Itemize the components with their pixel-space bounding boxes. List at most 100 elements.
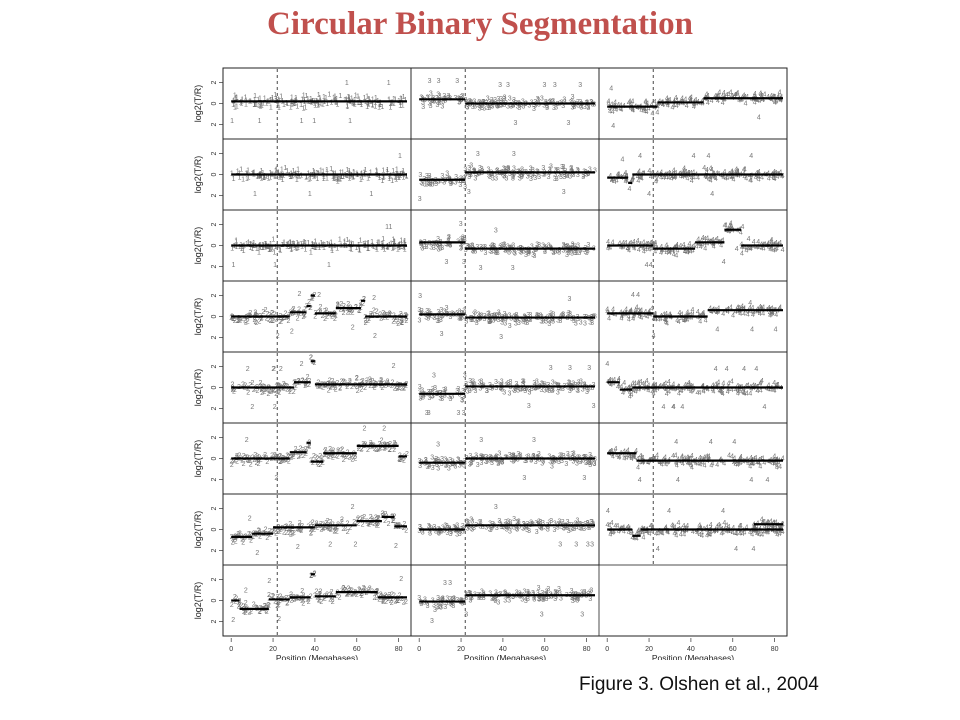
data-point: 3	[436, 309, 440, 316]
data-point: 2	[302, 314, 306, 321]
data-point: 1	[300, 97, 304, 104]
data-point: 4	[684, 316, 688, 323]
y-axis-label: log2(T/R)	[193, 582, 203, 620]
data-point: 3	[516, 451, 520, 458]
data-point: 4	[618, 241, 622, 248]
data-point: 3	[511, 242, 515, 249]
data-point: 4	[689, 249, 693, 256]
data-point: 2	[311, 295, 315, 302]
data-point: 1	[363, 167, 367, 174]
data-point: 3	[488, 174, 492, 181]
data-point: 1	[353, 101, 357, 108]
data-point: 2	[336, 303, 340, 310]
data-point: 2	[232, 316, 236, 323]
data-point: 2	[323, 316, 327, 323]
data-point: 3	[573, 250, 577, 257]
data-point: 3	[543, 82, 547, 89]
data-point: 4	[720, 531, 724, 538]
data-point: 1	[233, 105, 237, 112]
data-point: 1	[391, 237, 395, 244]
data-point: 4	[688, 98, 692, 105]
data-point: 4	[701, 235, 705, 242]
data-point: 1	[296, 245, 300, 252]
data-point: 3	[441, 178, 445, 185]
data-point: 1	[325, 169, 329, 176]
data-point: 3	[464, 97, 468, 104]
data-point: 4	[610, 177, 614, 184]
data-point: 4	[652, 333, 656, 340]
data-point: 4	[710, 240, 714, 247]
data-point: 1	[295, 103, 299, 110]
data-point: 4	[713, 174, 717, 181]
data-point: 4	[703, 173, 707, 180]
data-point: 2	[231, 386, 235, 393]
data-point: 2	[292, 380, 296, 387]
data-point: 3	[453, 525, 457, 532]
data-point: 1	[296, 166, 300, 173]
data-point: 1	[393, 239, 397, 246]
data-point: 2	[351, 309, 355, 316]
data-point: 4	[665, 321, 669, 328]
data-point: 3	[494, 315, 498, 322]
data-point: 1	[357, 247, 361, 254]
data-point: 4	[774, 312, 778, 319]
data-point: 1	[293, 101, 297, 108]
data-point: 2	[341, 307, 345, 314]
data-point: 1	[275, 103, 279, 110]
data-point: 3	[459, 313, 463, 320]
data-point: 1	[382, 173, 386, 180]
data-point: 1	[397, 245, 401, 252]
data-point: 2	[328, 378, 332, 385]
data-point: 3	[429, 244, 433, 251]
data-point: 4	[671, 246, 675, 253]
data-point: 1	[371, 96, 375, 103]
data-point: 1	[263, 95, 267, 102]
data-point: 1	[291, 240, 295, 247]
x-tick-label: 80	[395, 646, 403, 653]
data-point: 1	[290, 94, 294, 101]
data-point: 4	[685, 103, 689, 110]
data-point: 1	[335, 102, 339, 109]
data-point: 3	[448, 179, 452, 186]
data-point: 1	[274, 96, 278, 103]
data-point: 1	[231, 102, 235, 109]
data-point: 3	[593, 461, 597, 468]
data-point: 3	[519, 250, 523, 257]
data-point: 3	[557, 250, 561, 257]
data-point: 1	[266, 244, 270, 251]
data-point: 4	[659, 174, 663, 181]
data-point: 4	[676, 101, 680, 108]
data-point: 3	[539, 313, 543, 320]
data-point: 1	[369, 191, 373, 198]
data-point: 3	[558, 316, 562, 323]
data-point: 2	[232, 315, 236, 322]
data-point: 3	[527, 246, 531, 253]
y-tick-label: 2	[211, 619, 218, 623]
data-point: 4	[632, 239, 636, 246]
data-point: 4	[638, 312, 642, 319]
data-point: 4	[755, 97, 759, 104]
data-point: 4	[753, 96, 757, 103]
data-point: 3	[475, 320, 479, 327]
data-point: 2	[345, 384, 349, 391]
x-tick-label: 0	[605, 646, 609, 653]
data-point: 1	[257, 250, 261, 257]
data-point: 4	[666, 101, 670, 108]
data-point: 1	[305, 93, 309, 100]
data-point: 4	[611, 105, 615, 112]
data-point: 3	[472, 311, 476, 318]
data-point: 4	[684, 169, 688, 176]
data-point: 3	[469, 315, 473, 322]
data-point: 3	[514, 120, 518, 127]
data-point: 2	[259, 316, 263, 323]
data-point: 1	[341, 169, 345, 176]
data-point: 1	[362, 95, 366, 102]
data-point: 4	[667, 248, 671, 255]
data-point: 1	[275, 170, 279, 177]
data-point: 3	[553, 176, 557, 183]
data-point: 4	[694, 101, 698, 108]
data-point: 3	[445, 241, 449, 248]
data-point: 3	[588, 167, 592, 174]
data-point: 1	[284, 100, 288, 107]
data-point: 3	[432, 372, 436, 379]
